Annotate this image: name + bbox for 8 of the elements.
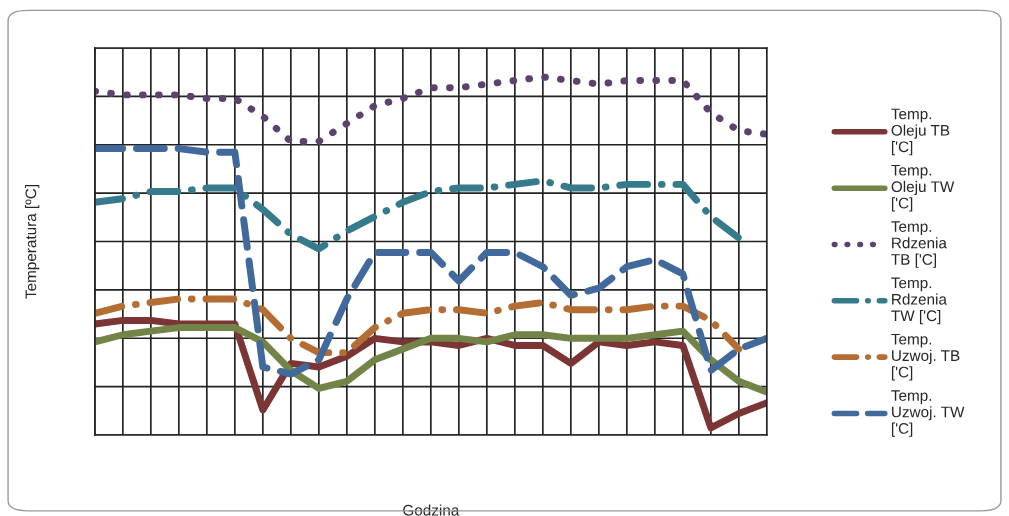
legend-label: Temp. Uzwoj. TB ['C]: [891, 333, 960, 381]
x-axis-title: Godzina: [403, 504, 460, 516]
legend-label: Temp. Oleju TW ['C]: [891, 164, 955, 212]
legend-label: Temp. Rdzenia TW ['C]: [891, 277, 947, 325]
legend-label: Temp. Rdzenia TB ['C]: [891, 221, 947, 268]
y-axis-title: Temperatura [ºC]: [25, 185, 40, 299]
legend-label: Temp. Uzwoj. TW ['C]: [891, 390, 965, 437]
legend-label: Temp. Oleju TB ['C]: [891, 108, 950, 156]
